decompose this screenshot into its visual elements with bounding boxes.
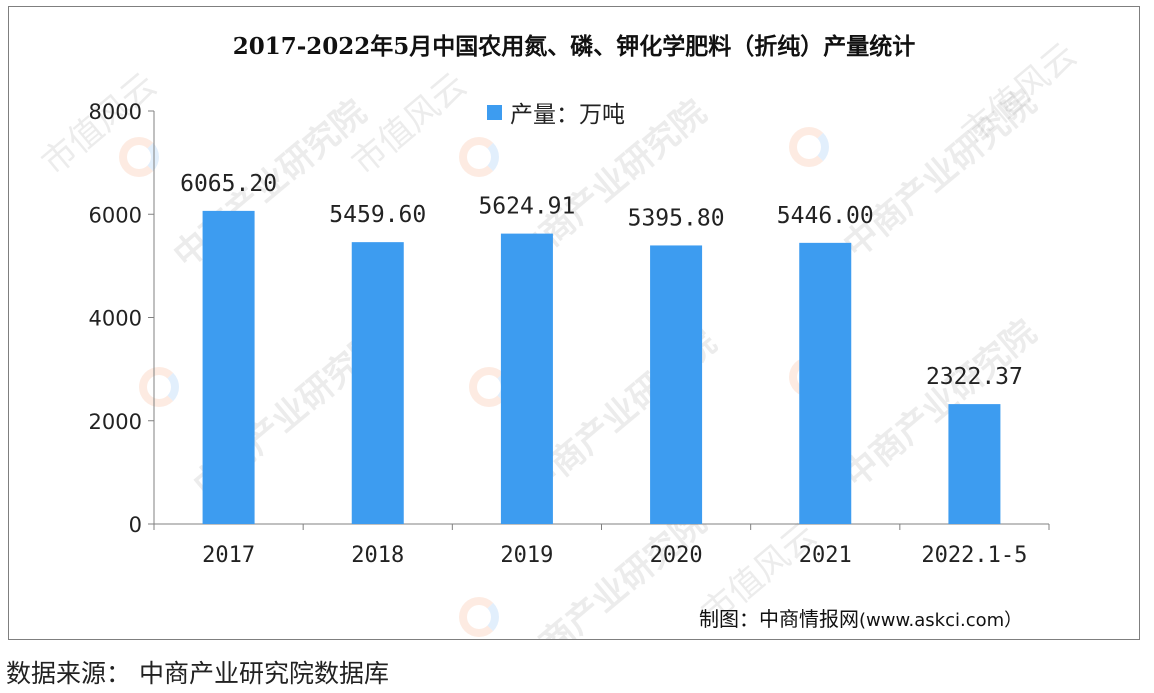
y-tick-label: 2000 [89, 410, 142, 434]
bar [500, 233, 553, 524]
producer-credit: 制图：中商情报网(www.askci.com） [699, 603, 1022, 632]
data-source: 数据来源： 中商产业研究院数据库 [6, 659, 389, 688]
data-label: 5446.00 [777, 203, 874, 229]
x-tick-label: 2018 [351, 543, 404, 568]
chart-title: 2017-2022年5月中国农用氮、磷、钾化学肥料（折纯）产量统计 [232, 33, 916, 60]
bar [650, 245, 703, 524]
x-tick-label: 2021 [799, 543, 852, 568]
y-tick-label: 4000 [89, 307, 142, 331]
bar [948, 404, 1001, 524]
y-tick-label: 8000 [89, 100, 142, 124]
bar [351, 242, 404, 525]
bar-chart: 8000 6000 4000 2000 0 6065.20 2017 5459.60 2018 5… [89, 100, 1050, 568]
producer-site: (www.askci.com） [859, 610, 1023, 631]
data-label: 5459.60 [329, 202, 426, 228]
legend-swatch [487, 104, 502, 120]
bar [799, 242, 852, 524]
bar [202, 210, 255, 525]
chart-legend: 产量：万吨 [487, 95, 625, 129]
x-tick-label: 2022.1-5 [921, 543, 1027, 568]
y-tick-label: 6000 [89, 203, 142, 227]
x-tick-label: 2020 [650, 543, 703, 568]
producer-label: 制图：中商情报网 [699, 607, 859, 631]
data-label: 6065.20 [180, 171, 277, 197]
x-tick-label: 2017 [202, 543, 255, 568]
data-label: 2322.37 [926, 364, 1023, 390]
data-label: 5624.91 [478, 194, 575, 220]
legend-label: 产量：万吨 [510, 102, 625, 128]
y-tick-label: 0 [129, 513, 142, 537]
data-label: 5395.80 [628, 205, 725, 231]
x-tick-label: 2019 [500, 543, 553, 568]
chart-frame: 中商产业研究院 中商产业研究院 中商产业研究院 中商产业研究院 中商产业研究院 … [8, 6, 1140, 640]
